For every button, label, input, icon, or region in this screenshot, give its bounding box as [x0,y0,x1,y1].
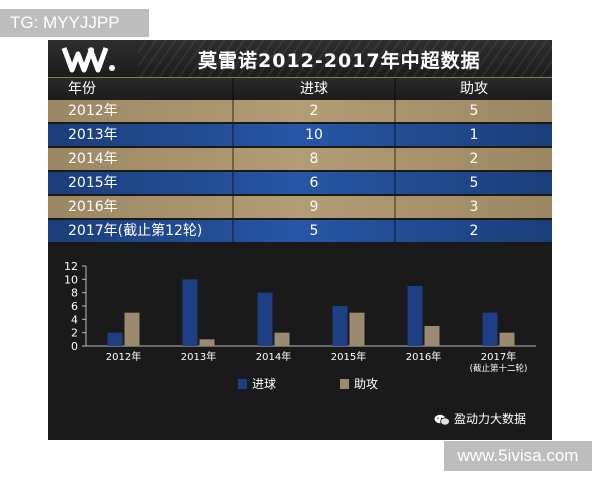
bar-goals [107,332,123,346]
legend-label: 进球 [252,377,276,391]
bar-goals [332,306,348,346]
brand-logo-icon [61,47,115,73]
page-title: 莫雷诺2012-2017年中超数据 [198,50,481,72]
y-tick-label: 12 [64,260,78,273]
x-tick-label: 2012年 [106,350,141,363]
bar-goals [182,279,198,346]
cell-goals: 5 [309,223,319,239]
cell-year: 2014年 [68,151,118,167]
x-tick-label: 2016年 [406,350,441,363]
brand-name: 盈动力大数据 [454,412,527,426]
header-assists: 助攻 [460,81,488,97]
cell-assists: 2 [469,151,479,167]
x-tick-label: 2013年 [181,350,216,363]
col-separator [394,196,396,218]
header-year: 年份 [68,81,96,97]
decorative-stripes [138,40,552,78]
col-separator [232,148,234,170]
bar-assists [274,332,290,346]
cell-year: 2015年 [68,175,118,191]
col-separator [232,196,234,218]
x-tick-label: 2017年 [481,350,516,363]
cell-assists: 5 [469,175,479,191]
col-separator [394,220,396,242]
col-separator [394,124,396,146]
x-tick-label: (截止第十二轮) [470,363,528,374]
cell-year: 2017年(截止第12轮) [68,223,203,239]
col-separator [394,100,396,122]
cell-assists: 2 [469,223,479,239]
cell-goals: 6 [309,175,319,191]
table-row: 2017年(截止第12轮) 5 2 [48,220,552,242]
table-header-row: 年份 进球 助攻 [48,78,552,100]
brand-footer: 盈动力大数据 [434,410,526,427]
header-goals: 进球 [300,81,328,97]
stats-panel: 莫雷诺2012-2017年中超数据 年份 进球 助攻 2012年 2 5 201… [48,40,552,440]
site-watermark: www.5ivisa.com [444,441,592,471]
title-divider [48,77,552,78]
cell-goals: 10 [305,127,323,143]
col-separator [394,172,396,194]
col-separator [232,172,234,194]
tg-watermark: TG: MYYJJPP [0,9,149,37]
cell-goals: 2 [309,103,319,119]
y-tick-label: 8 [71,287,78,300]
legend-swatch [238,379,247,389]
cell-year: 2013年 [68,127,118,143]
col-separator [394,78,396,100]
bar-goals [407,286,423,346]
title-bar: 莫雷诺2012-2017年中超数据 [48,40,552,78]
table-row: 2016年 9 3 [48,196,552,218]
y-tick-label: 10 [64,273,78,286]
y-tick-label: 2 [71,327,78,340]
cell-goals: 8 [309,151,319,167]
table-row: 2015年 6 5 [48,172,552,194]
legend-label: 助攻 [354,377,378,391]
bar-goals [257,292,273,346]
bar-assists [124,312,140,346]
x-tick-label: 2014年 [256,350,291,363]
col-separator [232,124,234,146]
table-row: 2014年 8 2 [48,148,552,170]
col-separator [232,78,234,100]
bar-assists [499,332,515,346]
y-tick-label: 0 [71,340,78,353]
bar-assists [349,312,365,346]
cell-assists: 5 [469,103,479,119]
y-tick-label: 4 [71,313,78,326]
bar-assists [424,326,440,346]
wechat-icon [434,414,450,425]
col-separator [232,100,234,122]
cell-assists: 3 [469,199,479,215]
cell-year: 2016年 [68,199,118,215]
bar-assists [199,339,215,346]
col-separator [232,220,234,242]
cell-year: 2012年 [68,103,118,119]
x-tick-label: 2015年 [331,350,366,363]
col-separator [394,148,396,170]
cell-goals: 9 [309,199,319,215]
legend-swatch [340,379,349,389]
cell-assists: 1 [469,127,479,143]
y-tick-label: 6 [71,300,78,313]
bar-goals [482,312,498,346]
table-row: 2012年 2 5 [48,100,552,122]
table-row: 2013年 10 1 [48,124,552,146]
